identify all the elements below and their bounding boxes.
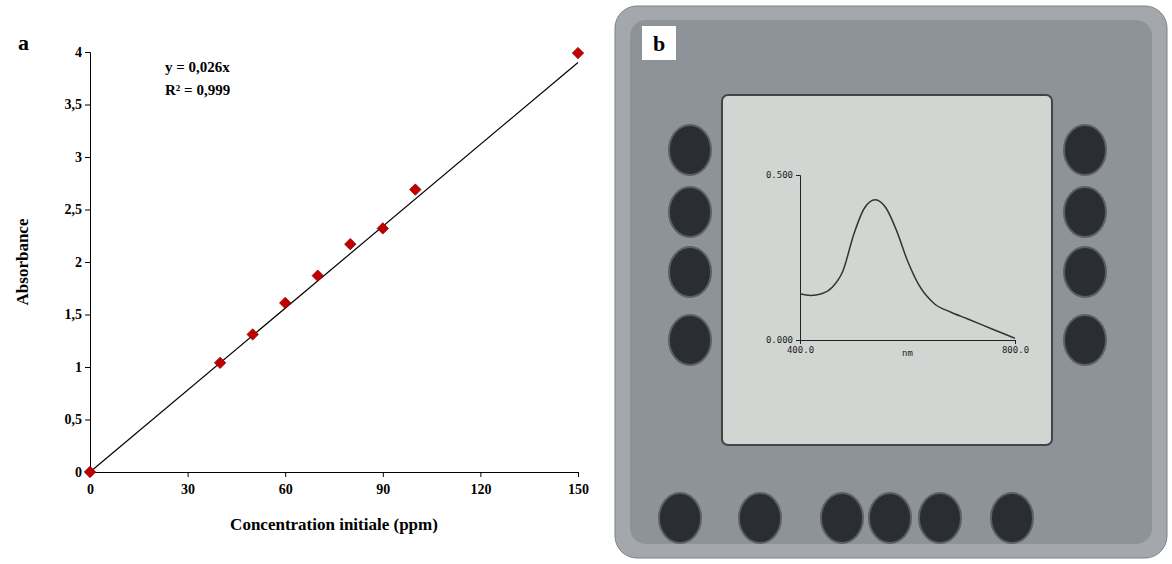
- device-body: [615, 6, 1167, 558]
- y-axis-tick-mark: [85, 315, 90, 316]
- screen-x-axis-line: [801, 341, 1016, 345]
- r-squared: R² = 0,999: [165, 82, 230, 98]
- x-axis-tick-mark: [188, 472, 189, 477]
- trend-line: [90, 63, 578, 473]
- y-axis-tick: 0,5: [65, 412, 91, 427]
- data-point: [572, 47, 583, 58]
- screen: [722, 95, 1052, 445]
- device-button: [1064, 125, 1106, 175]
- y-axis-tick-label: 2: [75, 255, 82, 270]
- device-button: [669, 125, 711, 175]
- device-button: [1064, 315, 1106, 365]
- device-button: [659, 493, 701, 543]
- y-axis: 0 0,5 1 1,5 2 2,5 3 3,5 4: [65, 45, 91, 480]
- y-axis-tick-label: 1: [75, 360, 82, 375]
- screen-x-title: nm: [902, 348, 913, 358]
- y-axis-tick: 1,5: [65, 307, 91, 322]
- screen-y-axis-tick-mark: [796, 340, 800, 341]
- x-axis-title: Concentration initiale (ppm): [230, 515, 438, 534]
- data-point: [377, 223, 388, 234]
- y-axis-tick: 2: [75, 255, 90, 270]
- device-panel: [630, 20, 1152, 544]
- data-point: [84, 466, 95, 477]
- x-axis-tick-label: 120: [470, 482, 491, 497]
- x-axis-tick: 60: [279, 472, 293, 497]
- screen-plot: [800, 200, 1015, 339]
- device-button: [1064, 247, 1106, 297]
- x-axis-tick: 30: [181, 472, 195, 497]
- device-button: [739, 493, 781, 543]
- screen-y-axis-line: [796, 176, 801, 341]
- x-axis-tick-mark: [480, 472, 481, 477]
- spectrum-line: [800, 200, 1015, 339]
- panel-letter: a: [18, 30, 29, 55]
- y-axis-tick: 3,5: [65, 97, 91, 112]
- y-axis-tick: 2,5: [65, 202, 91, 217]
- y-axis-tick-label: 4: [75, 45, 82, 60]
- y-axis-tick-mark: [85, 367, 90, 368]
- x-axis-tick-label: 0: [87, 482, 94, 497]
- screen-x-axis-tick: 800.0: [1002, 340, 1029, 355]
- y-axis-tick-label: 3: [75, 150, 82, 165]
- data-point: [280, 297, 291, 308]
- x-axis-tick: 150: [568, 472, 589, 497]
- data-point: [312, 270, 323, 281]
- panel-letter: b: [653, 31, 665, 56]
- y-axis-tick-label: 1,5: [65, 307, 83, 322]
- device-button: [669, 247, 711, 297]
- screen-x-axis-tick-label: 400.0: [787, 345, 814, 355]
- screen-y-axis-tick-label: 0.500: [766, 170, 793, 180]
- device-button: [669, 187, 711, 237]
- x-axis-tick-mark: [578, 472, 579, 477]
- y-axis-tick-label: 0: [75, 465, 82, 480]
- x-axis: 0 30 60 90 120 150: [87, 472, 589, 497]
- y-axis-tick: 3: [75, 150, 90, 165]
- x-axis-tick: 120: [470, 472, 491, 497]
- device-button: [991, 493, 1033, 543]
- panel-letter-box: [642, 26, 676, 60]
- x-axis-tick-label: 90: [376, 482, 390, 497]
- plot-area: [84, 47, 583, 477]
- y-axis-tick-mark: [85, 52, 90, 53]
- x-axis-tick-label: 150: [568, 482, 589, 497]
- device-button: [869, 493, 911, 543]
- y-axis-tick-mark: [85, 157, 90, 158]
- data-point: [214, 357, 225, 368]
- device: [615, 6, 1167, 558]
- y-axis-tick-label: 2,5: [65, 202, 83, 217]
- device-button: [1064, 187, 1106, 237]
- y-axis-tick-mark: [85, 262, 90, 263]
- screen-x-axis-tick-mark: [1015, 340, 1016, 344]
- equation: y = 0,026x: [165, 59, 230, 75]
- device-button: [919, 493, 961, 543]
- x-axis-tick-label: 30: [181, 482, 195, 497]
- y-axis-tick-mark: [85, 105, 90, 106]
- screen-y-axis-tick-mark: [796, 175, 800, 176]
- x-axis-tick-mark: [285, 472, 286, 477]
- x-axis-line: [91, 473, 579, 478]
- screen-y-axis-tick-label: 0.000: [766, 335, 793, 345]
- data-point: [345, 238, 356, 249]
- y-axis-tick: 1: [75, 360, 90, 375]
- y-axis-tick-label: 3,5: [65, 97, 83, 112]
- figure: 0 30 60 90 120 150 0 0,5 1 1,5 2 2,5 3 3,5 4 Concentrat…: [0, 0, 1172, 564]
- x-axis-tick-label: 60: [279, 482, 293, 497]
- screen-y-axis-tick: 0.000: [766, 335, 800, 345]
- y-axis-line: [85, 53, 91, 473]
- device-button: [821, 493, 863, 543]
- screen-y-axis: 0.000 0.500: [766, 170, 801, 345]
- y-axis-tick: 4: [75, 45, 90, 60]
- y-axis-tick-label: 0,5: [65, 412, 83, 427]
- x-axis-tick: 90: [376, 472, 390, 497]
- data-point: [410, 184, 421, 195]
- screen-y-axis-tick: 0.500: [766, 170, 800, 180]
- screen-x-axis-tick-label: 800.0: [1002, 345, 1029, 355]
- x-axis-tick-mark: [383, 472, 384, 477]
- y-axis-tick-mark: [85, 420, 90, 421]
- y-axis-tick-mark: [85, 210, 90, 211]
- data-point: [247, 329, 258, 340]
- y-axis-title: Absorbance: [13, 218, 32, 305]
- device-button: [669, 315, 711, 365]
